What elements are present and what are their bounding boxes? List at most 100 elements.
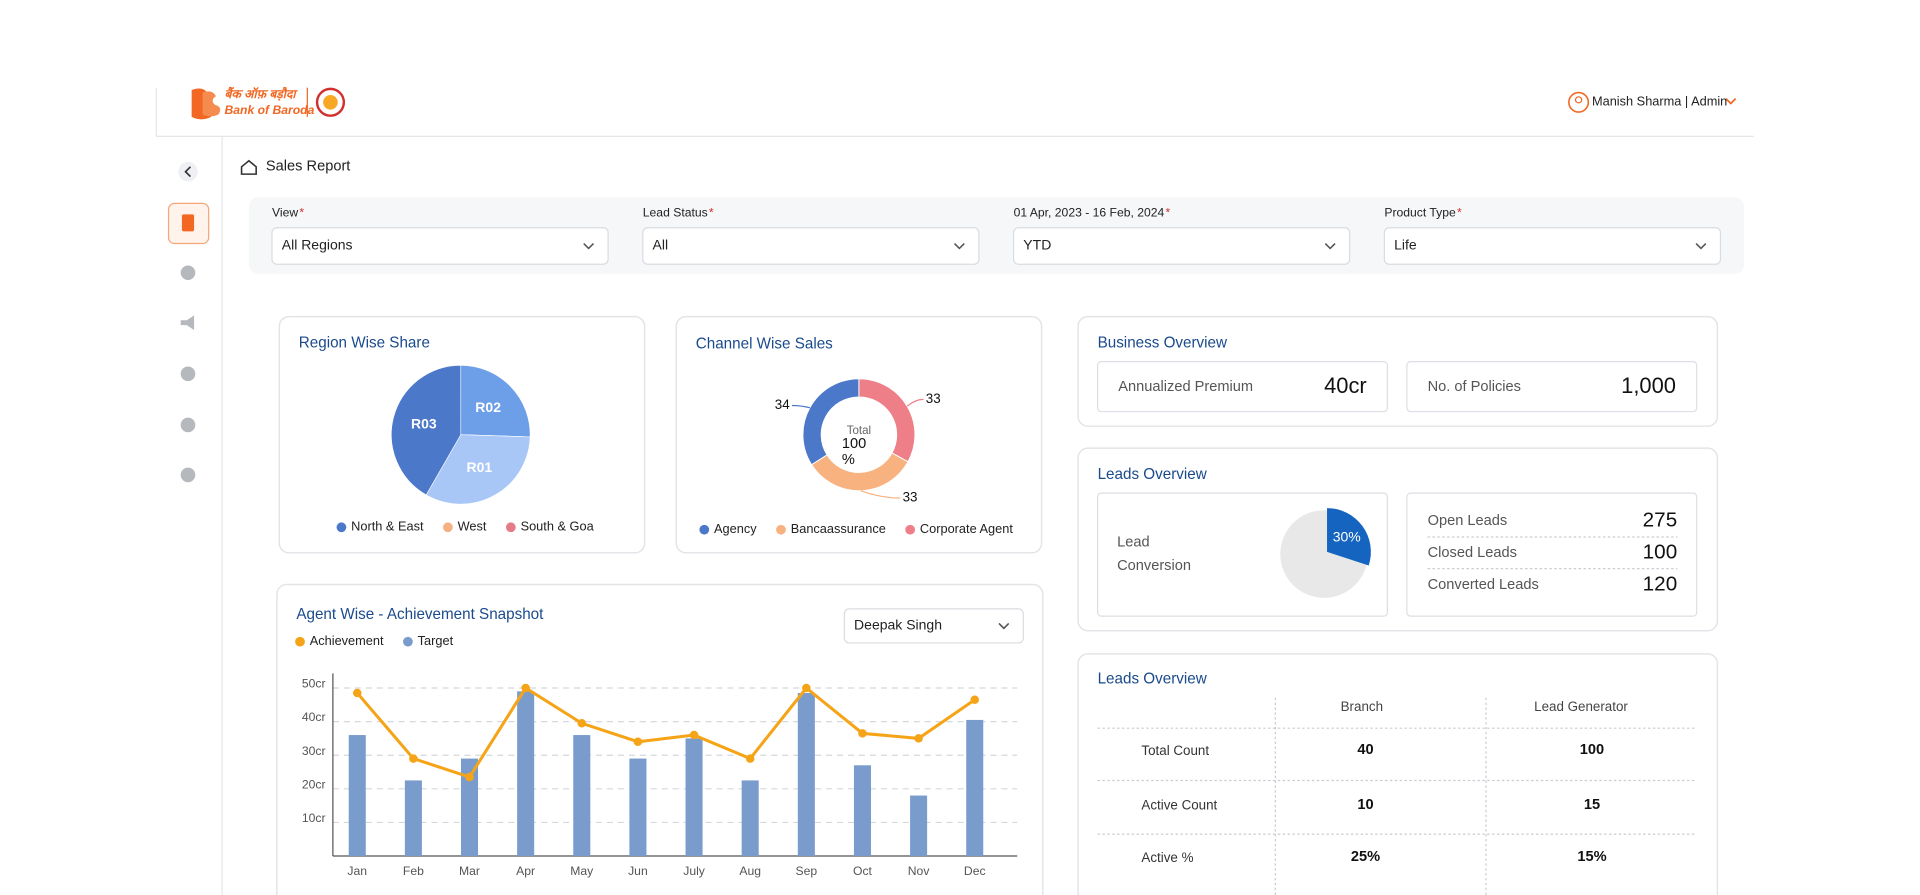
y-tick-label: 30cr [302, 744, 326, 758]
home-icon[interactable] [240, 159, 257, 175]
bar [966, 719, 984, 857]
metric-value: 1,000 [1621, 373, 1676, 398]
nav-icon[interactable] [180, 467, 196, 483]
x-tick-label: Dec [964, 864, 986, 878]
collapse-button[interactable] [178, 161, 198, 182]
required-mark: * [1457, 205, 1462, 219]
metric-box [1096, 361, 1389, 413]
line-point [970, 695, 979, 705]
line-point [633, 737, 643, 747]
legend-dot [776, 524, 786, 535]
line-point [802, 683, 811, 693]
filter-select[interactable] [271, 227, 609, 265]
user-chevron [1725, 98, 1737, 105]
cell-value: 40 [1357, 742, 1373, 758]
logo-english: Bank of Baroda [225, 103, 315, 117]
pie-slice [425, 434, 531, 505]
legend-label: Corporate Agent [920, 521, 1013, 536]
slice-label: R03 [411, 416, 437, 432]
legend-label: Target [418, 633, 454, 648]
bar [797, 693, 815, 857]
nav-icon[interactable] [180, 315, 195, 330]
conversion-label-value: 30% [1333, 528, 1361, 544]
y-tick-label: 50cr [302, 677, 326, 691]
user-menu[interactable] [1568, 91, 1737, 113]
cell-value: 10 [1357, 797, 1373, 813]
nav-icon[interactable] [180, 265, 196, 281]
line [356, 685, 976, 779]
metric-label: No. of Policies [1428, 379, 1521, 395]
line-point [858, 729, 867, 738]
y-tick-label: 20cr [302, 777, 326, 791]
card-title: Region Wise Share [299, 334, 430, 351]
filter-value: YTD [1023, 237, 1051, 253]
filter-label: Lead Status [643, 205, 708, 219]
x-tick-label: Oct [853, 864, 873, 878]
filter-select[interactable] [1012, 227, 1351, 265]
y-tick-label: 10cr [302, 811, 326, 825]
slice-label: R02 [475, 399, 501, 415]
count-label: Closed Leads [1428, 545, 1517, 561]
metric-value: 40cr [1324, 373, 1367, 398]
filter-bar [248, 197, 1745, 274]
table-card [1077, 653, 1719, 895]
column-header: Branch [1341, 699, 1383, 714]
cell-value: 15% [1577, 849, 1606, 865]
data-label: 33 [903, 490, 918, 505]
select-chevron [1695, 242, 1707, 250]
conversion-label: Lead Conversion [1117, 533, 1191, 574]
legend-dot [905, 524, 916, 535]
page-title: Sales Report [266, 159, 350, 175]
data-label: 33 [926, 391, 941, 406]
user-name: Manish Sharma | Admin [1592, 94, 1727, 109]
nav-icon[interactable] [180, 366, 196, 382]
count-value: 275 [1643, 509, 1678, 532]
select-chevron [953, 242, 965, 250]
donut-slice [858, 378, 916, 463]
logo-mark [191, 88, 221, 120]
card-title: Channel Wise Sales [696, 336, 833, 353]
bar [629, 758, 647, 857]
row-label: Active % [1141, 850, 1193, 865]
legend-dot [443, 522, 453, 533]
legend-label: North & East [351, 519, 424, 534]
collapse-arrow [184, 166, 192, 178]
filter-select[interactable] [642, 227, 980, 265]
emblem-center [323, 94, 338, 110]
line-point [914, 734, 923, 743]
line-point [465, 772, 474, 782]
filter-select[interactable] [1383, 227, 1722, 265]
card-title: Business Overview [1098, 334, 1228, 351]
card-title: Agent Wise - Achievement Snapshot [296, 606, 544, 623]
bar [460, 758, 479, 857]
cell-value: 15 [1584, 797, 1600, 813]
x-tick-label: May [570, 864, 594, 878]
line-point [577, 719, 587, 728]
legend-label: West [458, 519, 487, 534]
leader-line [791, 404, 810, 409]
filter-value: All [653, 237, 669, 253]
x-tick-label: Apr [516, 864, 535, 878]
row-label: Total Count [1141, 743, 1209, 758]
x-tick-label: July [683, 864, 706, 878]
nav-icon[interactable] [180, 417, 196, 433]
metric-label: Annualized Premium [1118, 379, 1253, 395]
filter-value: All Regions [282, 237, 353, 253]
agent-select[interactable] [843, 608, 1024, 644]
count-label: Converted Leads [1428, 577, 1539, 593]
legend-dot [699, 524, 710, 535]
leader-line [860, 490, 901, 499]
legend-label: Agency [714, 521, 757, 536]
counts-box [1406, 492, 1698, 617]
bar [404, 780, 422, 857]
x-tick-label: Feb [403, 864, 424, 878]
filter-label: Product Type [1384, 205, 1456, 219]
select-chevron [998, 622, 1010, 630]
collapse-bg [178, 161, 198, 182]
required-mark: * [299, 205, 304, 219]
bar [517, 691, 535, 857]
y-tick-label: 40cr [302, 710, 326, 724]
bar [573, 735, 591, 857]
x-tick-label: Jan [347, 864, 367, 878]
